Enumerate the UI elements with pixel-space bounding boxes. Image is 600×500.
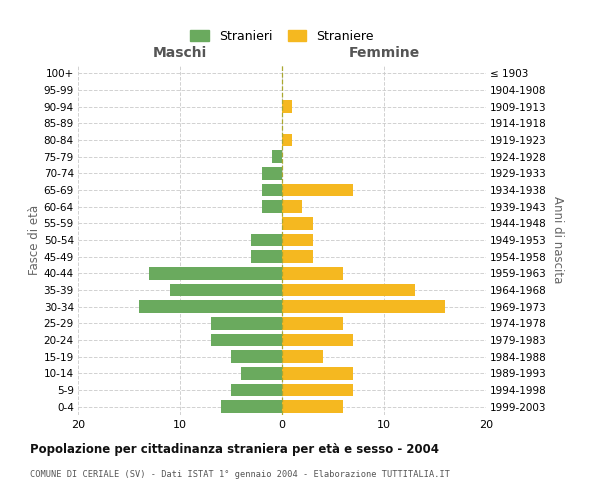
Bar [139,300,282,313]
Y-axis label: Anni di nascita: Anni di nascita [551,196,563,284]
Bar [251,234,282,246]
Bar [221,400,282,413]
Y-axis label: Fasce di età: Fasce di età [28,205,41,275]
Bar [282,267,343,280]
Bar [262,184,282,196]
Bar [241,367,282,380]
Bar [282,250,313,263]
Text: Femmine: Femmine [349,46,419,60]
Text: COMUNE DI CERIALE (SV) - Dati ISTAT 1° gennaio 2004 - Elaborazione TUTTITALIA.IT: COMUNE DI CERIALE (SV) - Dati ISTAT 1° g… [30,470,450,479]
Bar [282,100,292,113]
Bar [282,200,302,213]
Bar [272,150,282,163]
Bar [251,250,282,263]
Bar [282,217,313,230]
Bar [282,184,353,196]
Bar [231,384,282,396]
Bar [282,234,313,246]
Legend: Stranieri, Straniere: Stranieri, Straniere [187,26,377,46]
Bar [149,267,282,280]
Bar [282,400,343,413]
Bar [282,300,445,313]
Text: Popolazione per cittadinanza straniera per età e sesso - 2004: Popolazione per cittadinanza straniera p… [30,442,439,456]
Bar [211,317,282,330]
Bar [170,284,282,296]
Bar [282,284,415,296]
Bar [282,350,323,363]
Bar [282,317,343,330]
Bar [282,384,353,396]
Bar [231,350,282,363]
Bar [262,200,282,213]
Bar [282,367,353,380]
Bar [262,167,282,179]
Bar [282,334,353,346]
Text: Maschi: Maschi [153,46,207,60]
Bar [211,334,282,346]
Bar [282,134,292,146]
